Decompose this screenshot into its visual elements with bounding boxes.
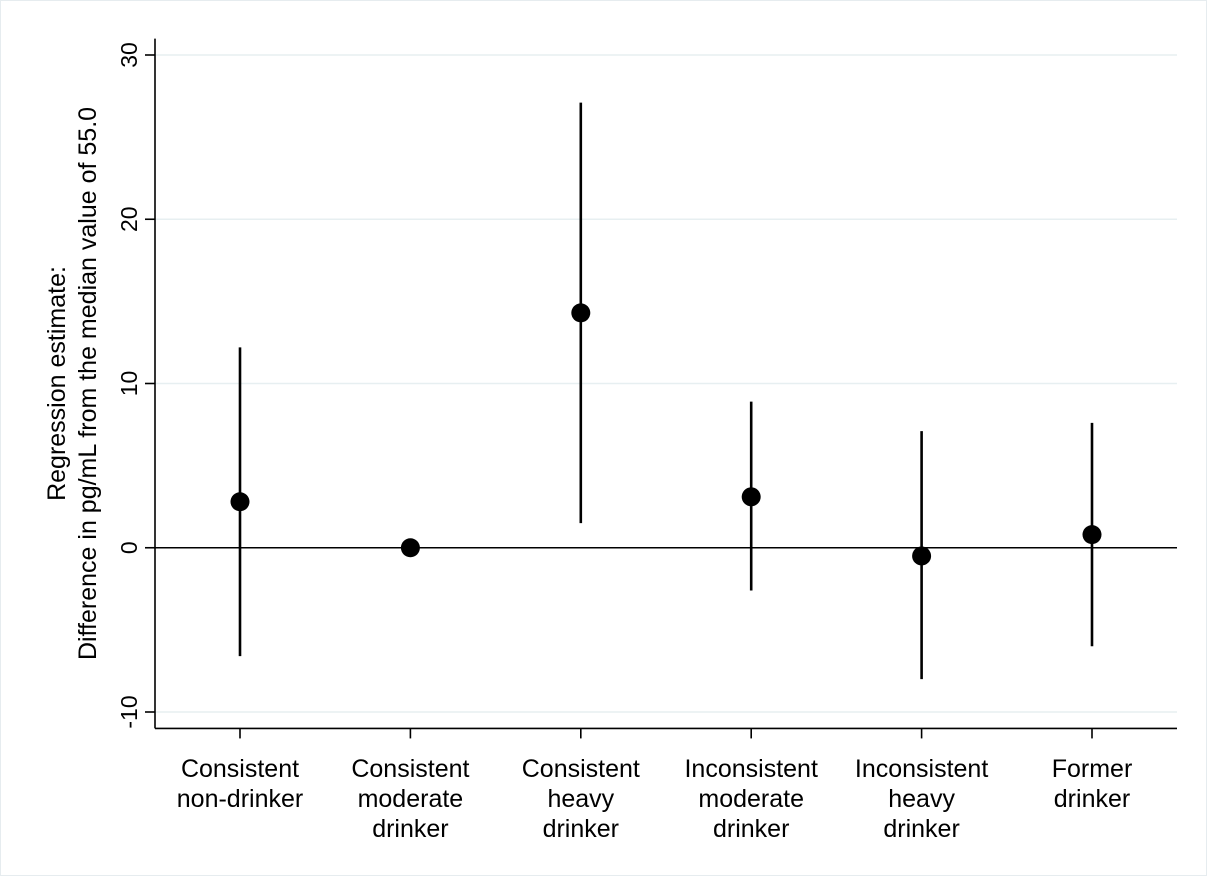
x-tick-label-line: Consistent: [522, 755, 640, 783]
series-estimates: [230, 102, 1102, 680]
x-tick-label-line: drinker: [883, 815, 959, 843]
x-tick-label: Inconsistent heavy drinker: [855, 755, 988, 843]
x-tick-label-line: drinker: [543, 815, 619, 843]
x-tick-label-line: Inconsistent: [684, 755, 817, 783]
x-tick-label-line: drinker: [372, 815, 448, 843]
x-tick-label-line: drinker: [1054, 785, 1130, 813]
x-tick-label: Former drinker: [1052, 755, 1133, 813]
x-tick-label-line: moderate: [358, 785, 464, 813]
x-tick-label: Consistent non-drinker: [177, 755, 303, 813]
x-tick-label-line: non-drinker: [177, 785, 303, 813]
x-tick-label-line: Inconsistent: [855, 755, 988, 783]
x-tick-label-line: moderate: [698, 785, 804, 813]
gridlines: [155, 54, 1177, 713]
y-tick-label--10: -10: [116, 695, 142, 728]
estimate-point: [741, 487, 761, 507]
estimate-point: [912, 546, 932, 566]
y-ticks: -10 0 10 20 30: [116, 42, 155, 729]
x-tick-label-line: Consistent: [351, 755, 469, 783]
y-tick-label-10: 10: [116, 371, 142, 397]
x-tick-label: Consistent heavy drinker: [522, 755, 640, 843]
estimate-point: [571, 303, 591, 323]
y-tick-label-30: 30: [116, 42, 142, 68]
x-tick-label-line: heavy: [888, 785, 955, 813]
x-tick-label-line: Consistent: [181, 755, 299, 783]
estimate-point: [230, 492, 250, 512]
x-tick-label: Inconsistent moderate drinker: [684, 755, 817, 843]
estimate-point: [400, 538, 420, 558]
y-axis-title-line: Regression estimate:: [43, 266, 71, 501]
x-tick-label-line: Former: [1052, 755, 1133, 783]
y-axis-title-line: Difference in pg/mL from the median valu…: [74, 107, 102, 660]
y-axis-title: Regression estimate: Difference in pg/mL …: [43, 107, 102, 660]
estimate-point: [1082, 525, 1102, 545]
y-tick-label-0: 0: [116, 541, 142, 554]
x-tick-label-line: heavy: [547, 785, 614, 813]
x-tick-label: Consistent moderate drinker: [351, 755, 469, 843]
y-tick-label-20: 20: [116, 206, 142, 232]
y-axis-title-text: Regression estimate: Difference in pg/mL …: [43, 107, 102, 660]
x-tick-label-line: drinker: [713, 815, 789, 843]
